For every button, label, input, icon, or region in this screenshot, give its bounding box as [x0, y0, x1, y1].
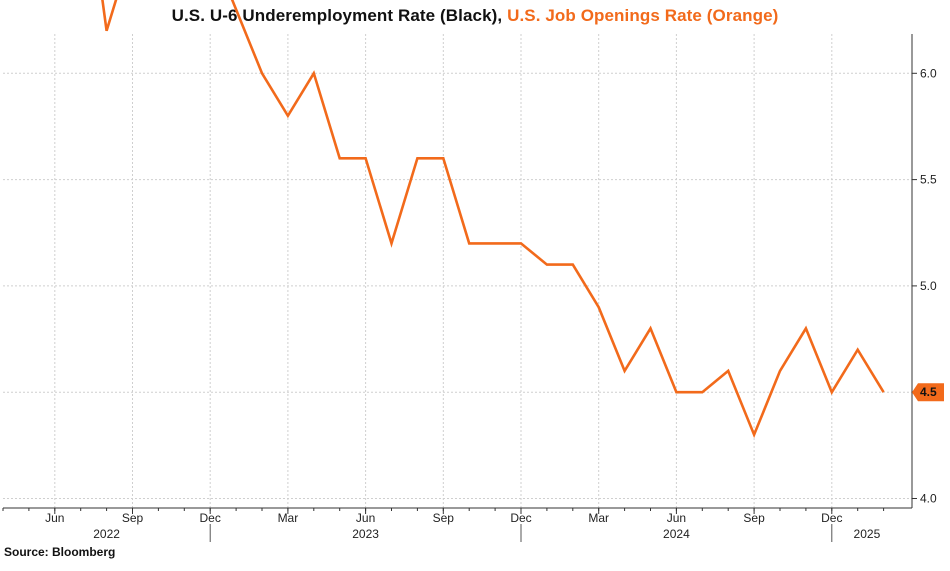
y-tick-label: 5.0	[920, 279, 937, 293]
x-tick-label: Jun	[356, 511, 375, 525]
y-tick-label: 5.5	[920, 173, 937, 187]
year-label: 2024	[663, 527, 690, 541]
source-note: Source: Bloomberg	[4, 545, 116, 559]
year-label: 2023	[352, 527, 379, 541]
x-tick-label: Mar	[588, 511, 609, 525]
badge-label: 4.5	[920, 385, 937, 399]
x-tick-label: Dec	[200, 511, 221, 525]
year-label: 2022	[93, 527, 120, 541]
title-orange-part: U.S. Job Openings Rate (Orange)	[507, 6, 779, 25]
badge-shape	[912, 383, 944, 402]
x-tick-label: Mar	[278, 511, 299, 525]
y-tick-label: 4.0	[920, 492, 937, 506]
last-value-badge-job-openings: 4.5	[912, 383, 944, 402]
chart-title: U.S. U-6 Underemployment Rate (Black), U…	[0, 6, 950, 26]
x-tick-label: Jun	[667, 511, 686, 525]
y-tick-label: 6.0	[920, 66, 937, 80]
x-tick-label: Dec	[821, 511, 842, 525]
x-tick-label: Sep	[122, 511, 144, 525]
x-tick-label: Sep	[433, 511, 455, 525]
title-black-part: U.S. U-6 Underemployment Rate (Black),	[171, 6, 503, 25]
x-tick-label: Jun	[45, 511, 64, 525]
series-line-job-openings	[101, 0, 885, 439]
x-tick-label: Dec	[510, 511, 531, 525]
year-label: 2025	[854, 527, 881, 541]
x-tick-label: Sep	[743, 511, 765, 525]
